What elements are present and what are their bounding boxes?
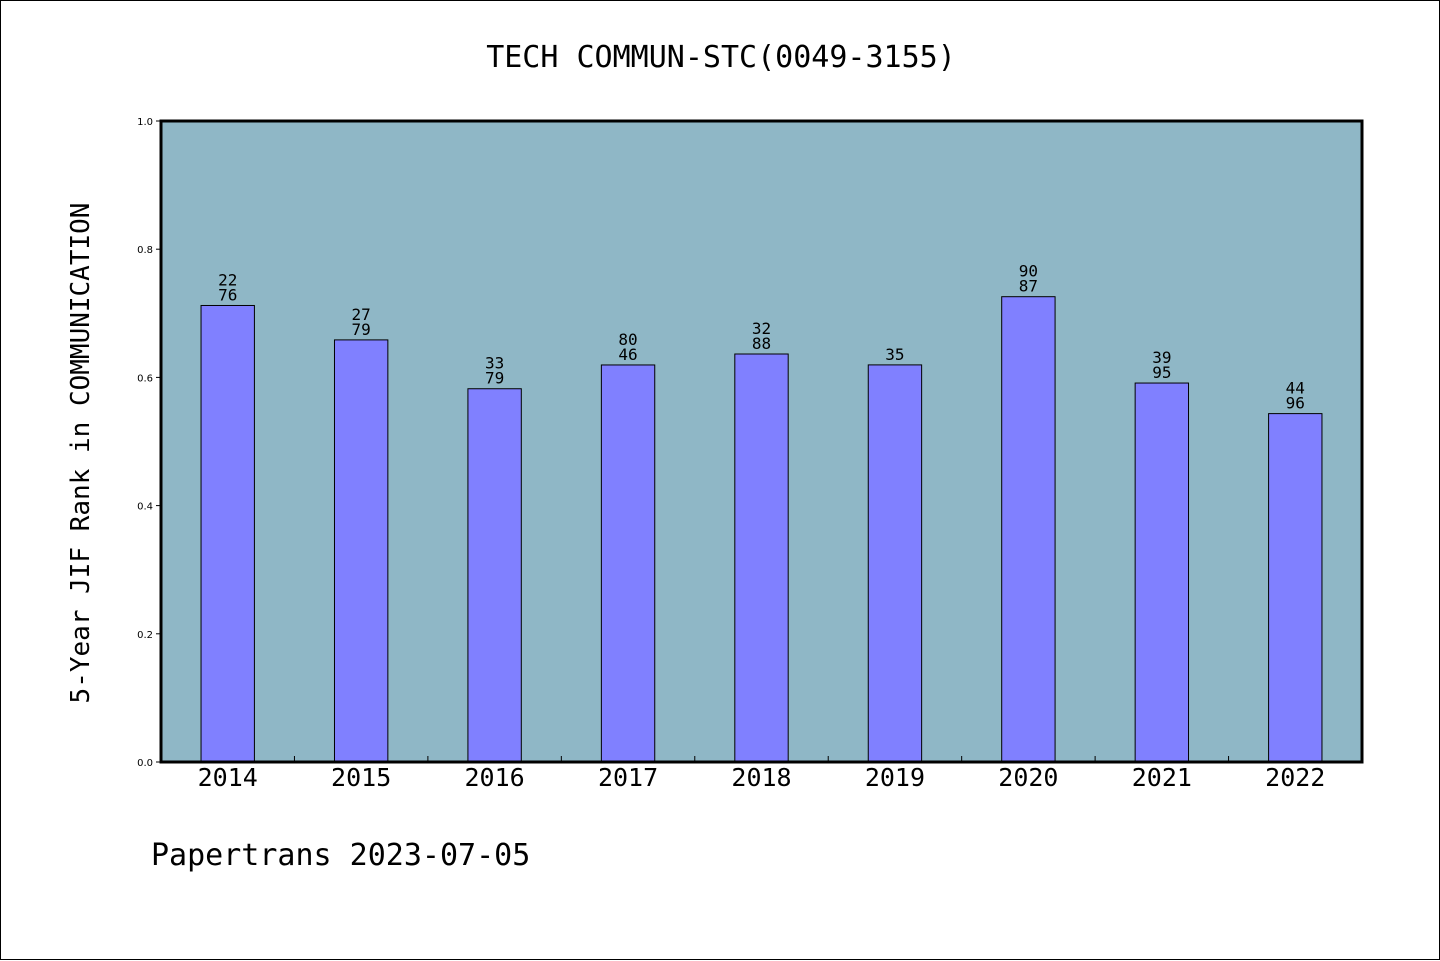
y-tick-label: 1.0 (137, 117, 153, 128)
bar-2016 (467, 388, 522, 763)
x-tick-label: 2022 (1265, 763, 1325, 792)
data-label-2015: 27 (352, 305, 371, 324)
data-label-2021: 39 (1152, 348, 1171, 367)
data-label-2018: 88 (752, 334, 771, 353)
bar-2020 (1001, 296, 1056, 763)
data-label-2014: 76 (218, 285, 237, 304)
data-label-2015: 79 (352, 320, 371, 339)
x-tick-label: 2021 (1132, 763, 1192, 792)
data-label-2017: 80 (618, 330, 637, 349)
data-label-2017: 46 (618, 345, 637, 364)
footer-text: Papertrans 2023-07-05 (151, 838, 530, 873)
y-axis-ticks: 0.0 0.2 0.4 0.6 0.8 1.0 (137, 117, 161, 769)
x-tick-label: 2014 (198, 763, 258, 792)
x-tick-label: 2015 (331, 763, 391, 792)
bar-2014 (200, 304, 255, 763)
x-tick-label: 2017 (598, 763, 658, 792)
x-tick-label: 2020 (998, 763, 1058, 792)
y-tick-label: 0.4 (137, 502, 153, 513)
y-axis-label: 5-Year JIF Rank in COMMUNICATION (66, 203, 96, 704)
bar-2017 (600, 364, 656, 763)
data-label-2020: 87 (1019, 277, 1038, 296)
bar-2015 (333, 339, 389, 763)
data-label-2022: 44 (1286, 379, 1305, 398)
x-tick-label: 2018 (731, 763, 791, 792)
data-label-2021: 95 (1152, 363, 1171, 382)
y-tick-label: 0.6 (137, 373, 153, 384)
plot-frame (159, 119, 1364, 764)
bar-2018 (734, 353, 789, 763)
data-label-2022: 96 (1286, 394, 1305, 413)
y-tick-label: 0.0 (137, 758, 153, 769)
y-tick-label: 0.2 (137, 630, 153, 641)
bars-layer (200, 296, 1323, 763)
data-label-2018: 32 (752, 319, 771, 338)
bar-2022 (1268, 413, 1323, 763)
chart-title: TECH COMMUN-STC(0049-3155) (486, 40, 956, 75)
data-label-2020: 90 (1019, 262, 1038, 281)
data-label-2014: 22 (218, 270, 237, 289)
bar-2021 (1134, 382, 1190, 763)
data-label-2016: 79 (485, 369, 504, 388)
bar-2019 (867, 364, 923, 763)
x-axis-ticks: 2014 2015 2016 2017 2018 2019 2020 2021 2022 (198, 756, 1325, 792)
y-tick-label: 0.8 (137, 245, 153, 256)
data-label-2016: 33 (485, 354, 504, 373)
x-tick-label: 2019 (865, 763, 925, 792)
data-label-2019: 35 (885, 345, 904, 364)
x-tick-label: 2016 (465, 763, 525, 792)
